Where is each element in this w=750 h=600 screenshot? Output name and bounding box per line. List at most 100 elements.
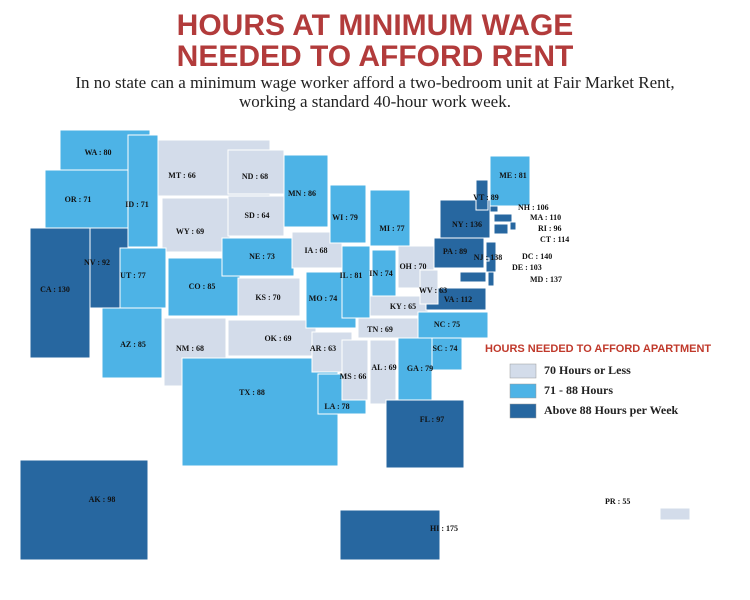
state-region [369, 189, 411, 247]
state-region [283, 154, 329, 228]
state-label: ND : 68 [242, 172, 268, 181]
state-label: MS : 66 [340, 372, 367, 381]
state-label: MD : 137 [530, 275, 562, 284]
state-region [431, 337, 463, 371]
state-region [433, 237, 485, 269]
state-region [19, 459, 149, 561]
state-label: ME : 81 [499, 171, 527, 180]
state-region [459, 271, 487, 283]
subtitle: In no state can a minimum wage worker af… [75, 73, 674, 92]
state-label: IN : 74 [369, 269, 393, 278]
state-label: OR : 71 [65, 195, 92, 204]
state-region [659, 507, 691, 521]
state-region [119, 247, 167, 309]
state-label: KY : 65 [390, 302, 416, 311]
state-label: PA : 89 [443, 247, 467, 256]
states: WA : 80 OR : 71 CA : 130 NV : 92 ID : 71 MT :… [19, 129, 691, 561]
state-label: MI : 77 [379, 224, 404, 233]
state-region [397, 245, 435, 289]
state-label: NY : 136 [452, 220, 482, 229]
state-region [181, 357, 339, 467]
legend-swatch [509, 363, 537, 379]
legend: 70 Hours or Less 71 - 88 Hours Above 88 Ho… [509, 363, 679, 419]
state-region [509, 221, 517, 231]
state-region [475, 179, 489, 211]
legend-label: 70 Hours or Less [544, 363, 631, 377]
state-label: WI : 79 [332, 213, 358, 222]
state-region [485, 257, 490, 262]
state-region [369, 339, 397, 405]
state-label: IL : 81 [340, 271, 363, 280]
state-label: TN : 69 [367, 325, 393, 334]
state-region [329, 184, 367, 244]
state-label: IA : 68 [304, 246, 327, 255]
state-region [227, 319, 317, 357]
state-label: KS : 70 [255, 293, 280, 302]
state-label: RI : 96 [538, 224, 562, 233]
state-label: HI : 175 [430, 524, 458, 533]
state-label: DC : 140 [522, 252, 552, 261]
legend-title: HOURS NEEDED TO AFFORD APARTMENT [485, 343, 711, 355]
state-region [487, 271, 495, 287]
state-region [44, 169, 131, 229]
state-label: AZ : 85 [120, 340, 146, 349]
state-label: VT : 89 [473, 193, 499, 202]
state-region [161, 197, 231, 253]
state-label: NM : 68 [176, 344, 204, 353]
state-region [417, 311, 489, 339]
state-label: OK : 69 [264, 334, 291, 343]
state-label: NH : 106 [518, 203, 549, 212]
state-label: GA : 79 [407, 364, 433, 373]
state-region [493, 213, 513, 223]
state-label: CT : 114 [540, 235, 569, 244]
state-label: VA : 112 [444, 295, 472, 304]
state-region [489, 155, 531, 207]
state-label: OH : 70 [399, 262, 426, 271]
state-region [237, 277, 301, 317]
legend-swatch [509, 403, 537, 419]
title: NEEDED TO AFFORD RENT [177, 40, 574, 73]
state-region [385, 399, 465, 469]
state-region [371, 249, 397, 303]
state-label: AL : 69 [371, 363, 396, 372]
state-label: AR : 63 [310, 344, 336, 353]
state-label: ID : 71 [125, 200, 149, 209]
legend-label: 71 - 88 Hours [544, 383, 613, 397]
state-label: MO : 74 [309, 294, 337, 303]
title: HOURS AT MINIMUM WAGE [177, 9, 574, 42]
state-label: LA : 78 [324, 402, 349, 411]
state-label: NV : 92 [84, 258, 110, 267]
state-label: SD : 64 [245, 211, 270, 220]
state-label: NE : 73 [249, 252, 275, 261]
state-label: WV : 63 [419, 286, 447, 295]
legend-label: Above 88 Hours per Week [544, 403, 679, 417]
state-label: CO : 85 [189, 282, 216, 291]
state-region [101, 307, 163, 379]
state-label: MA : 110 [530, 213, 561, 222]
state-region [419, 269, 439, 305]
state-label: TX : 88 [239, 388, 265, 397]
state-region [227, 195, 285, 237]
state-label: SC : 74 [433, 344, 458, 353]
state-label: WY : 69 [176, 227, 204, 236]
state-label: UT : 77 [120, 271, 146, 280]
state-region [341, 245, 371, 319]
state-label: PR : 55 [605, 497, 630, 506]
state-region [221, 237, 295, 277]
state-label: MN : 86 [288, 189, 316, 198]
state-region [341, 339, 369, 401]
state-region [493, 223, 509, 235]
legend-swatch [509, 383, 537, 399]
state-label: AK : 98 [89, 495, 116, 504]
state-region [339, 509, 441, 561]
state-label: WA : 80 [84, 148, 111, 157]
state-label: CA : 130 [40, 285, 70, 294]
state-region [29, 227, 91, 359]
state-label: MT : 66 [168, 171, 195, 180]
state-label: NC : 75 [434, 320, 460, 329]
state-region [227, 149, 285, 195]
state-label: DE : 103 [512, 263, 542, 272]
subtitle: working a standard 40-hour work week. [239, 92, 511, 111]
state-region [127, 134, 159, 248]
